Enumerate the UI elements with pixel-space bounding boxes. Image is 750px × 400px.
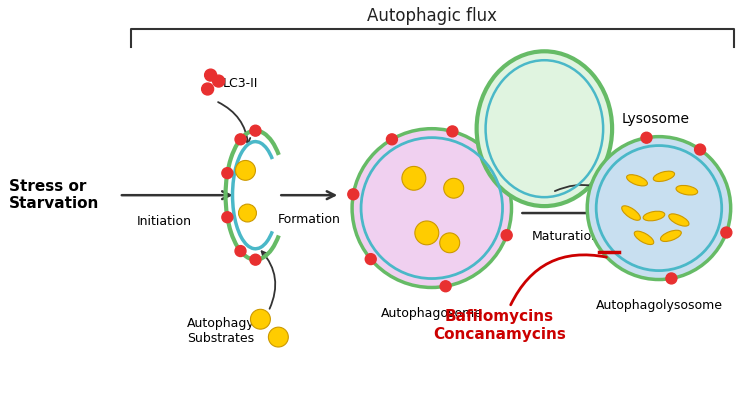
Circle shape — [238, 204, 256, 222]
Circle shape — [268, 327, 288, 347]
Circle shape — [694, 144, 706, 155]
Circle shape — [444, 178, 464, 198]
Circle shape — [415, 221, 439, 245]
Text: Bafilomycins
Concanamycins: Bafilomycins Concanamycins — [433, 309, 566, 342]
Circle shape — [352, 129, 512, 288]
Circle shape — [641, 132, 652, 143]
Circle shape — [250, 125, 261, 136]
Circle shape — [212, 75, 224, 87]
Text: Maturation: Maturation — [531, 230, 599, 243]
Ellipse shape — [669, 214, 689, 226]
Ellipse shape — [676, 186, 698, 195]
Text: Autophagosome: Autophagosome — [381, 307, 483, 320]
Ellipse shape — [644, 211, 664, 221]
Text: Stress or
Starvation: Stress or Starvation — [9, 179, 100, 211]
Text: Formation: Formation — [278, 213, 340, 226]
Circle shape — [250, 254, 261, 265]
Circle shape — [251, 309, 271, 329]
Text: Lysosome: Lysosome — [622, 112, 690, 126]
Circle shape — [386, 134, 398, 145]
Circle shape — [236, 160, 256, 180]
Circle shape — [222, 168, 232, 178]
Circle shape — [501, 230, 512, 241]
Circle shape — [440, 281, 451, 292]
Ellipse shape — [661, 230, 681, 242]
Text: LC3-II: LC3-II — [223, 76, 258, 90]
Circle shape — [587, 137, 730, 280]
Circle shape — [721, 227, 732, 238]
Circle shape — [666, 273, 677, 284]
Circle shape — [440, 233, 460, 253]
Ellipse shape — [476, 51, 612, 206]
Circle shape — [222, 212, 232, 223]
Text: Autophagic flux: Autophagic flux — [368, 6, 497, 24]
Circle shape — [447, 126, 458, 137]
Text: Autophagy
Substrates: Autophagy Substrates — [187, 317, 254, 345]
Ellipse shape — [653, 171, 674, 182]
Circle shape — [402, 166, 426, 190]
Ellipse shape — [634, 231, 654, 244]
Circle shape — [202, 83, 214, 95]
Text: Autophagolysosome: Autophagolysosome — [596, 299, 722, 312]
Circle shape — [365, 254, 376, 264]
Circle shape — [235, 134, 246, 145]
Ellipse shape — [622, 206, 640, 220]
Circle shape — [348, 189, 358, 200]
Circle shape — [205, 69, 217, 81]
Ellipse shape — [626, 175, 647, 186]
Circle shape — [235, 246, 246, 256]
Text: Initiation: Initiation — [136, 215, 191, 228]
